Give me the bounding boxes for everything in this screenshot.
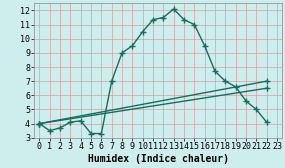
- X-axis label: Humidex (Indice chaleur): Humidex (Indice chaleur): [88, 154, 229, 164]
